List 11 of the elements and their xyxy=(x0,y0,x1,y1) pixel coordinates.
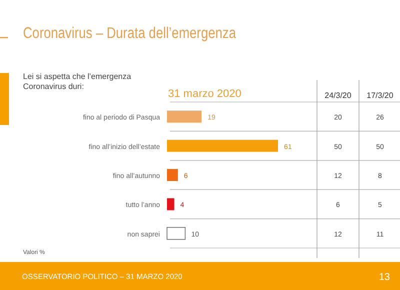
text: Lei si aspetta che l’emergenza Coronavirus duri: xyxy=(23,72,132,92)
bar xyxy=(167,140,278,152)
bar xyxy=(167,198,174,210)
series-label: 31 marzo 2020 xyxy=(168,88,242,100)
x-tick-label: 24/3/20 xyxy=(324,91,352,100)
x-tick-label: 17/3/20 xyxy=(366,91,394,100)
bar xyxy=(167,110,202,123)
bar xyxy=(167,169,178,181)
chart-title: Coronavirus – Durata dell’emergenza xyxy=(23,25,280,42)
bar xyxy=(166,227,186,240)
text: 13 xyxy=(378,272,390,283)
